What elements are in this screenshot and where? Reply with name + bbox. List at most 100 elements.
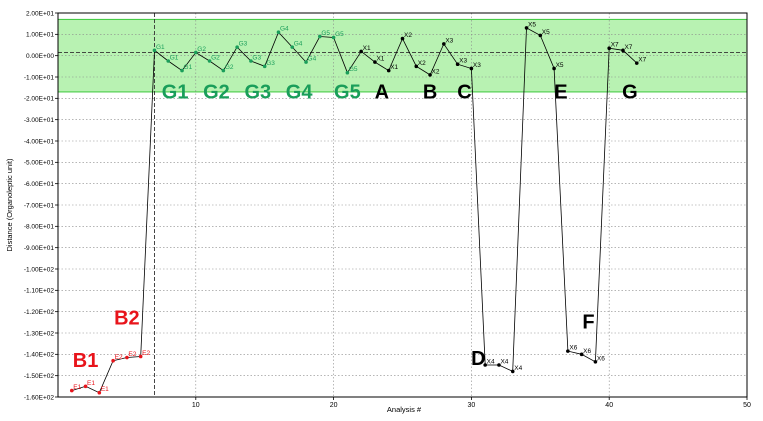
data-point	[497, 363, 501, 367]
point-label: G2	[225, 64, 234, 71]
point-label: G5	[335, 31, 344, 38]
point-label: X2	[404, 32, 412, 39]
x-tick-label: 40	[605, 402, 613, 409]
point-label: E1	[73, 384, 81, 391]
y-axis-title: Distance (Organoleptic unit)	[5, 158, 14, 251]
annotation-f: F	[582, 312, 594, 334]
point-label: X4	[487, 359, 495, 366]
point-label: E2	[142, 350, 150, 357]
data-point	[318, 34, 322, 39]
x-tick-label: 20	[330, 402, 338, 409]
point-label: G3	[252, 55, 261, 62]
data-point	[194, 50, 198, 55]
data-point	[386, 68, 391, 73]
point-label: X5	[556, 62, 564, 69]
data-point	[469, 66, 474, 71]
y-tick-label: -5.00E+01	[24, 160, 55, 167]
point-label: X4	[514, 365, 522, 372]
y-tick-label: -1.10E+02	[24, 288, 55, 295]
point-label: E1	[87, 380, 95, 387]
x-tick-label: 30	[468, 402, 476, 409]
point-label: X7	[624, 44, 632, 51]
annotation-a: A	[375, 81, 389, 103]
point-label: X7	[611, 42, 619, 49]
point-label: X3	[473, 62, 481, 69]
data-point	[180, 68, 184, 73]
point-label: X1	[390, 64, 398, 71]
point-label: X2	[432, 68, 440, 75]
y-tick-label: -3.00E+01	[24, 117, 55, 124]
point-label: G5	[349, 66, 358, 73]
point-label: X1	[363, 45, 371, 52]
data-point	[111, 358, 115, 363]
data-point	[414, 64, 419, 69]
annotation-e: E	[554, 81, 567, 103]
point-label: E2	[128, 351, 136, 358]
y-tick-label: -7.00E+01	[24, 202, 55, 209]
point-label: X4	[500, 359, 508, 366]
point-label: X5	[528, 21, 536, 28]
data-point	[607, 46, 611, 50]
x-axis-title: Analysis #	[387, 405, 422, 414]
data-point	[69, 388, 74, 393]
data-point	[207, 59, 212, 63]
annotation-g: G	[622, 81, 638, 103]
data-point	[483, 363, 487, 367]
data-point	[83, 384, 88, 389]
data-point	[621, 48, 625, 53]
annotation-g4: G4	[286, 81, 314, 103]
data-point	[345, 70, 350, 75]
data-point	[566, 349, 570, 353]
x-tick-label: 50	[743, 402, 751, 409]
point-label: G5	[321, 30, 330, 37]
y-tick-label: -1.40E+02	[24, 352, 55, 359]
point-label: E2	[115, 354, 123, 361]
point-label: G3	[239, 41, 248, 48]
y-tick-label: -1.30E+02	[24, 330, 55, 337]
annotation-c: C	[457, 81, 471, 103]
point-label: G2	[211, 55, 220, 62]
annotation-b2: B2	[114, 307, 140, 329]
y-tick-label: -9.00E+01	[24, 245, 55, 252]
data-point	[510, 369, 515, 374]
point-label: G1	[184, 64, 193, 71]
data-point	[97, 390, 102, 395]
point-label: G4	[294, 41, 303, 48]
data-point	[442, 42, 446, 46]
x-tick-label: 10	[192, 402, 200, 409]
y-tick-label: -6.00E+01	[24, 181, 55, 188]
y-tick-label: -1.20E+02	[24, 309, 55, 316]
data-point	[428, 73, 432, 77]
data-point	[276, 30, 281, 34]
point-label: X7	[638, 57, 646, 64]
point-label: X3	[459, 58, 467, 65]
data-point	[262, 64, 267, 69]
y-tick-label: -2.00E+01	[24, 96, 55, 103]
data-point	[221, 68, 226, 73]
point-label: X6	[569, 345, 577, 352]
point-label: E1	[101, 386, 109, 393]
data-point	[166, 59, 171, 63]
annotation-b1: B1	[73, 350, 99, 372]
y-tick-label: -4.00E+01	[24, 138, 55, 145]
point-label: G4	[280, 26, 289, 33]
y-tick-label: -1.00E+02	[24, 266, 55, 273]
point-label: X3	[445, 37, 453, 44]
point-label: X2	[418, 60, 426, 67]
data-point	[538, 33, 543, 38]
data-point	[455, 62, 460, 66]
data-point	[373, 60, 377, 64]
annotation-g5: G5	[334, 81, 361, 103]
data-point	[304, 60, 308, 64]
data-point	[359, 49, 363, 54]
data-point	[125, 355, 129, 360]
point-label: X1	[376, 56, 384, 63]
annotation-g2: G2	[203, 81, 230, 103]
y-tick-label: -1.50E+02	[24, 373, 55, 380]
data-point	[593, 360, 598, 364]
data-point	[235, 45, 239, 49]
annotation-b: B	[423, 81, 437, 103]
y-tick-label: -1.00E+01	[24, 74, 55, 81]
annotation-g3: G3	[244, 81, 271, 103]
